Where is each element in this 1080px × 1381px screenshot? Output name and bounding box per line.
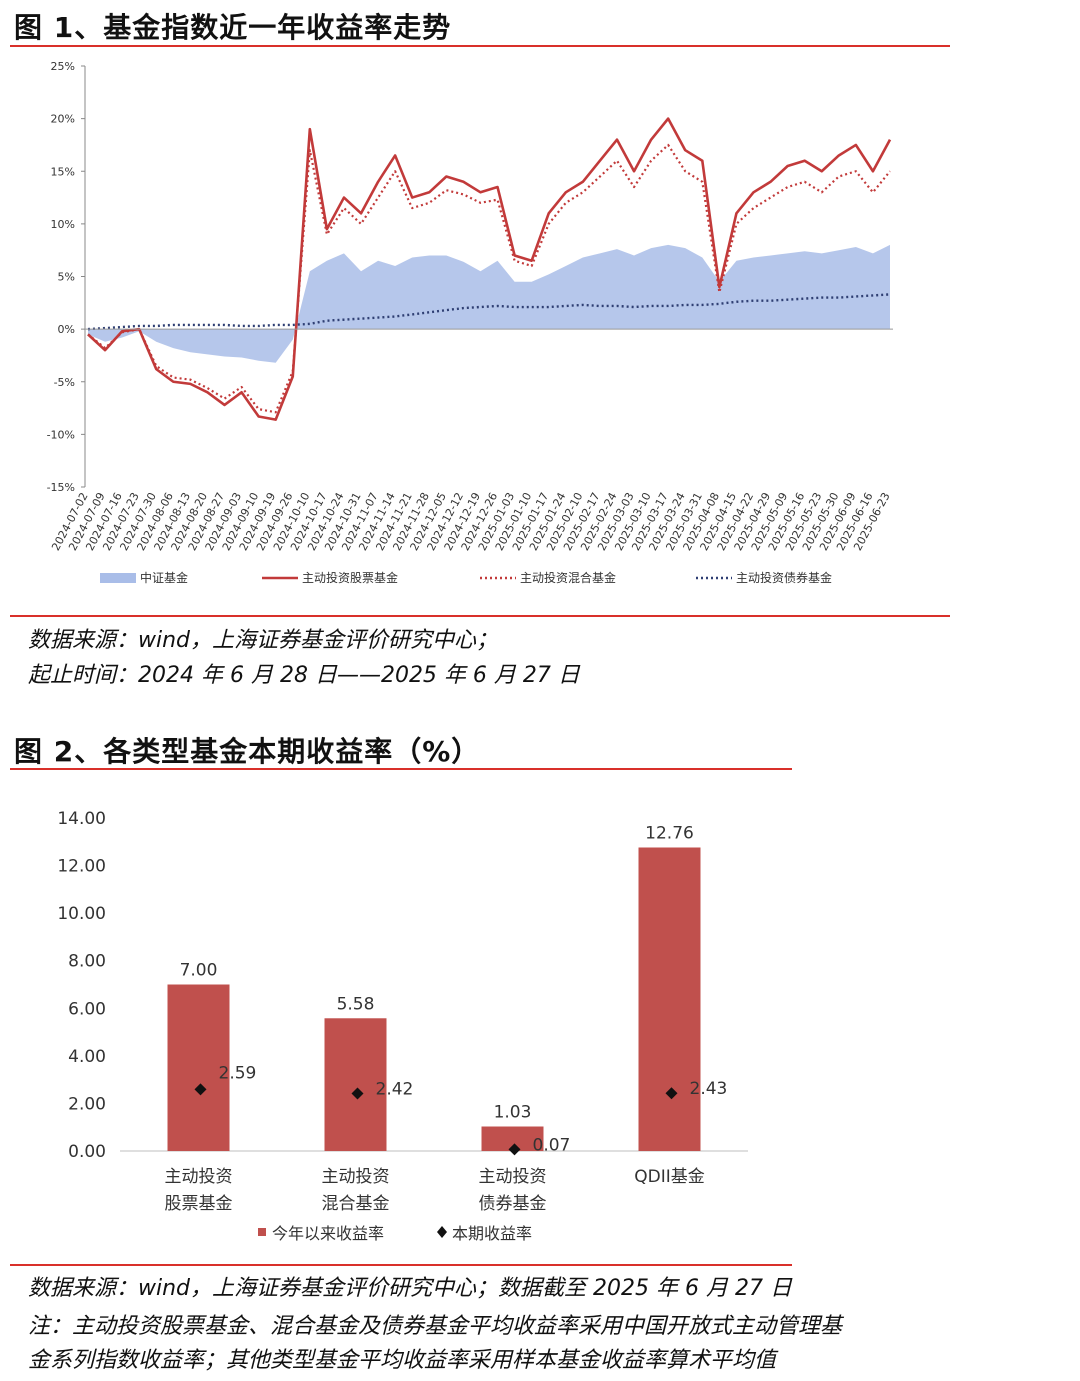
figure1-bottom-rule: [10, 615, 950, 617]
marker-period-return: [665, 1087, 678, 1100]
figure2-title-rule: [10, 768, 792, 770]
y-tick-label: 6.00: [68, 999, 106, 1019]
y-tick-label: 4.00: [68, 1047, 106, 1067]
marker-period-return: [508, 1143, 521, 1156]
bar-ytd-return: [324, 1018, 387, 1151]
marker-period-return: [194, 1083, 207, 1096]
y-tick-label: 15%: [51, 165, 75, 178]
line-series-hybrid: [87, 143, 891, 414]
y-tick-label: 8.00: [68, 952, 106, 972]
y-tick-label: 14.00: [57, 809, 106, 829]
figure2-note-line2: 金系列指数收益率；其他类型基金平均收益率采用样本基金收益率算术平均值: [28, 1348, 777, 1373]
x-category-label: 混合基金: [322, 1194, 390, 1214]
marker-data-label: 2.43: [690, 1079, 728, 1099]
bar-data-label: 7.00: [180, 961, 218, 981]
x-category-label: 主动投资: [165, 1167, 233, 1187]
y-tick-label: 20%: [51, 113, 75, 126]
marker-data-label: 0.07: [533, 1135, 571, 1155]
y-tick-label: 10%: [51, 218, 75, 231]
y-tick-label: 5%: [58, 271, 75, 284]
figure2-source: 数据来源：wind，上海证券基金评价研究中心；数据截至 2025 年 6 月 2…: [28, 1276, 792, 1301]
y-tick-label: 10.00: [57, 904, 106, 924]
bar-data-label: 1.03: [494, 1103, 532, 1123]
figure1-line-chart: 25%20%15%10%5%0%-5%-10%-15% 2024-07-0220…: [47, 60, 893, 585]
y-tick-label: 25%: [51, 60, 75, 73]
bar-data-label: 5.58: [337, 994, 375, 1014]
x-category-label: 主动投资: [479, 1167, 547, 1187]
bar-ytd-return: [167, 984, 230, 1151]
figure2-bar-chart: 14.00 12.00 10.00 8.00 6.00 4.00 2.00 0.00 7.00…: [57, 809, 748, 1243]
y-tick-label: -10%: [47, 428, 75, 441]
legend-swatch-marker: [437, 1226, 447, 1238]
area-series-csi-fund: [88, 244, 890, 363]
y-tick-label: 0%: [58, 323, 75, 336]
legend-label: 主动投资股票基金: [302, 570, 398, 585]
legend-label: 本期收益率: [452, 1224, 532, 1243]
x-category-label: QDII基金: [634, 1167, 705, 1187]
x-category-label: 债券基金: [479, 1194, 547, 1214]
legend-label: 主动投资债券基金: [736, 570, 832, 585]
bar-ytd-return: [638, 847, 701, 1151]
y-tick-label: -15%: [47, 481, 75, 494]
bar-data-label: 12.76: [645, 823, 694, 843]
figure2-note-line1: 注：主动投资股票基金、混合基金及债券基金平均收益率采用中国开放式主动管理基: [28, 1314, 843, 1339]
legend-swatch-area: [100, 573, 136, 583]
y-tick-label: 2.00: [68, 1094, 106, 1114]
figure2-bottom-rule: [10, 1264, 792, 1266]
legend-swatch-bar: [258, 1228, 266, 1236]
y-tick-label: -5%: [54, 376, 75, 389]
y-tick-label: 0.00: [68, 1142, 106, 1162]
marker-data-label: 2.42: [376, 1079, 414, 1099]
x-category-label: 股票基金: [165, 1194, 233, 1214]
figure1-title-rule: [10, 45, 950, 47]
marker-period-return: [351, 1087, 364, 1100]
line-series-equity: [87, 117, 892, 421]
legend-label: 中证基金: [140, 570, 188, 585]
figure1-title: 图 1、基金指数近一年收益率走势: [14, 11, 452, 44]
y-tick-label: 12.00: [57, 857, 106, 877]
legend-label: 今年以来收益率: [272, 1224, 384, 1243]
figure1-period: 起止时间：2024 年 6 月 28 日——2025 年 6 月 27 日: [28, 663, 580, 688]
x-category-label: 主动投资: [322, 1167, 390, 1187]
figure2-title: 图 2、各类型基金本期收益率（%）: [14, 735, 481, 768]
marker-data-label: 2.59: [219, 1063, 257, 1083]
figure1-source: 数据来源：wind，上海证券基金评价研究中心；: [28, 628, 499, 653]
legend-label: 主动投资混合基金: [520, 570, 616, 585]
